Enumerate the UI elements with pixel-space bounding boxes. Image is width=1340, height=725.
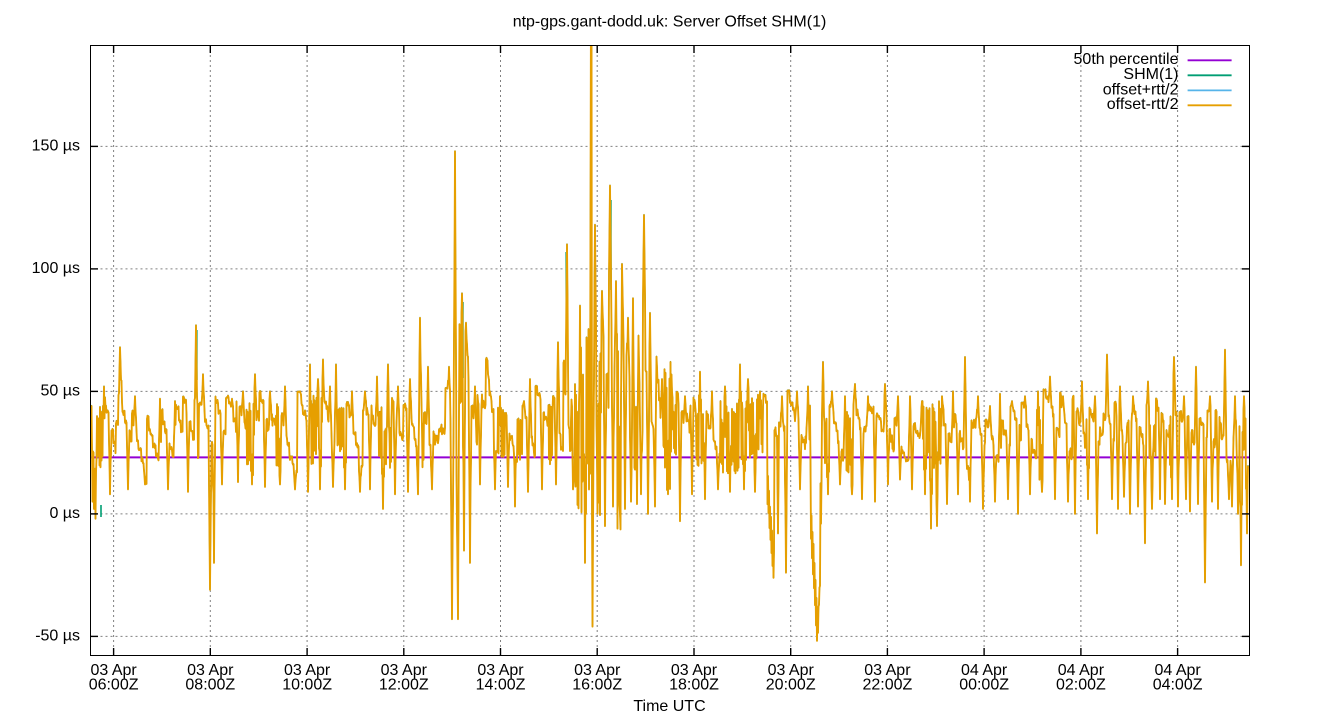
- svg-text:02:00Z: 02:00Z: [1056, 677, 1106, 694]
- svg-text:03 Apr: 03 Apr: [477, 662, 524, 679]
- svg-text:20:00Z: 20:00Z: [766, 677, 816, 694]
- svg-text:Time UTC: Time UTC: [633, 698, 705, 715]
- svg-text:12:00Z: 12:00Z: [379, 677, 429, 694]
- svg-text:10:00Z: 10:00Z: [282, 677, 332, 694]
- svg-text:100 µs: 100 µs: [32, 260, 80, 277]
- svg-text:03 Apr: 03 Apr: [671, 662, 718, 679]
- svg-text:08:00Z: 08:00Z: [185, 677, 235, 694]
- svg-text:ntp-gps.gant-dodd.uk: Server O: ntp-gps.gant-dodd.uk: Server Offset SHM(…: [513, 13, 827, 30]
- svg-text:16:00Z: 16:00Z: [572, 677, 622, 694]
- svg-text:150 µs: 150 µs: [32, 138, 80, 155]
- svg-text:offset-rtt/2: offset-rtt/2: [1107, 96, 1179, 113]
- svg-text:03 Apr: 03 Apr: [574, 662, 621, 679]
- svg-text:04:00Z: 04:00Z: [1153, 677, 1203, 694]
- svg-text:03 Apr: 03 Apr: [864, 662, 911, 679]
- svg-text:03 Apr: 03 Apr: [381, 662, 428, 679]
- svg-text:SHM(1): SHM(1): [1123, 66, 1178, 83]
- svg-text:03 Apr: 03 Apr: [768, 662, 815, 679]
- svg-text:22:00Z: 22:00Z: [862, 677, 912, 694]
- svg-text:0 µs: 0 µs: [49, 505, 80, 522]
- svg-text:14:00Z: 14:00Z: [476, 677, 526, 694]
- svg-text:06:00Z: 06:00Z: [89, 677, 139, 694]
- svg-text:04 Apr: 04 Apr: [961, 662, 1008, 679]
- svg-text:50 µs: 50 µs: [41, 383, 80, 400]
- svg-text:04 Apr: 04 Apr: [1058, 662, 1105, 679]
- svg-text:offset+rtt/2: offset+rtt/2: [1103, 81, 1179, 98]
- svg-text:04 Apr: 04 Apr: [1154, 662, 1201, 679]
- svg-text:18:00Z: 18:00Z: [669, 677, 719, 694]
- svg-text:03 Apr: 03 Apr: [284, 662, 331, 679]
- svg-text:-50 µs: -50 µs: [35, 628, 80, 645]
- svg-text:03 Apr: 03 Apr: [187, 662, 234, 679]
- svg-text:50th percentile: 50th percentile: [1074, 51, 1179, 68]
- svg-text:03 Apr: 03 Apr: [90, 662, 137, 679]
- svg-text:00:00Z: 00:00Z: [959, 677, 1009, 694]
